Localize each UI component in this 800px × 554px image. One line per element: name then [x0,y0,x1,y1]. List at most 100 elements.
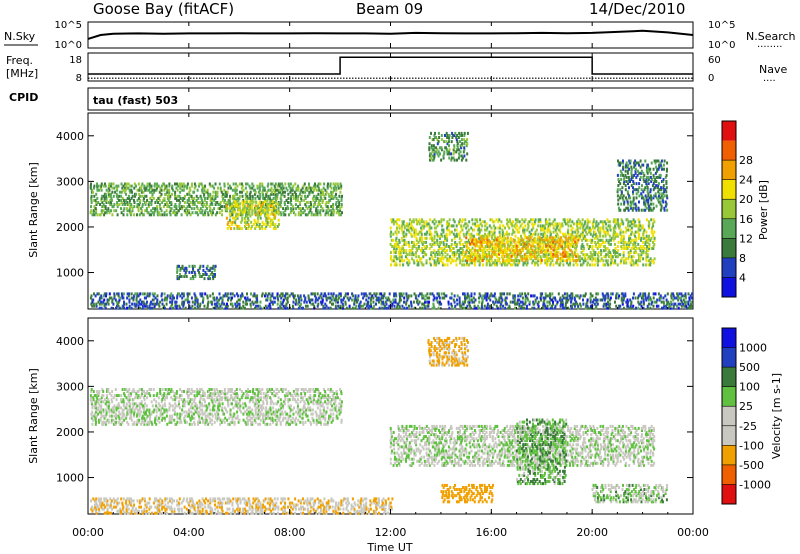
power-cells-cell [116,188,119,192]
power-cells-cell [448,224,451,228]
power-cells-cell [127,182,130,186]
power-cells-cell [485,261,488,265]
power-cells-cell [436,142,439,146]
power-cells-cell [254,306,256,310]
power-cells-cell [466,304,469,308]
power-cells-cell [647,298,650,302]
power-cells-cell [483,296,486,300]
power-cells-cell [446,238,449,242]
power-cells-cell [625,163,628,167]
power-cells-cell [688,296,691,300]
colorbar-tick-label: 4 [739,271,746,284]
power-cells-cell [410,232,413,236]
power-cells-cell [265,222,268,226]
power-cells-cell [169,306,172,310]
power-cells-cell [610,259,613,263]
power-cells-cell [249,214,252,218]
power-cells-cell [627,224,629,228]
power-cells-cell [433,240,436,244]
power-cells-cell [399,253,402,257]
power-cells-cell [249,302,252,306]
power-cells-cell [513,294,516,298]
power-cells-cell [417,232,420,236]
power-cells-cell [425,253,428,257]
power-cells-cell [566,230,569,234]
power-cells-cell [420,234,423,238]
power-cells-cell [509,238,512,242]
power-cells-cell [581,218,584,222]
power-cells-cell [130,188,133,192]
power-cells-cell [639,292,642,296]
power-cells-cell [599,220,602,224]
power-cells-cell [431,158,434,162]
power-cells-cell [309,209,312,213]
power-cells-cell [517,294,520,298]
power-cells-cell [114,298,117,302]
power-cells-cell [309,190,312,194]
power-cells-cell [527,224,530,228]
power-cells-cell [459,218,461,222]
power-cells-cell [633,240,636,244]
power-cells-cell [303,294,306,298]
power-cells-cell [286,306,289,310]
power-cells-cell [111,186,114,190]
power-cells-cell [185,268,188,272]
power-cells-cell [220,302,223,306]
power-cells-cell [100,186,102,190]
power-cells-cell [521,300,524,304]
power-cells-cell [521,238,524,242]
cpid-text: tau (fast) 503 [93,94,178,107]
power-cells-cell [188,304,191,308]
noise-right-label: N.Search [746,30,796,43]
power-cells-cell [679,296,682,300]
power-cells-cell [299,294,302,298]
power-cells-cell [436,152,439,156]
power-cells-cell [608,220,611,224]
power-cells-cell [373,292,376,296]
power-cells-cell [545,222,548,226]
power-cells-cell [318,201,320,204]
power-cells-cell [329,306,332,310]
power-cells-cell [643,247,646,250]
power-cells-cell [391,259,394,263]
power-cells-cell [324,188,327,192]
power-cells-cell [112,302,115,306]
power-cells-cell [133,192,136,196]
power-cells-cell [466,255,469,259]
power-cells-cell [662,306,665,310]
power-cells-cell [514,263,517,267]
power-cells-cell [499,234,502,238]
power-cells-cell [607,220,610,224]
velocity-cells-cell [90,416,93,420]
power-cells-cell [542,254,545,258]
power-cells-cell [257,190,260,194]
power-cells-cell [166,294,169,298]
power-cells-cell [95,201,98,204]
power-cells-cell [632,180,635,183]
power-cells-cell [540,257,543,261]
power-cells-cell [452,148,455,152]
power-cells-cell [208,275,211,278]
power-cells-cell [612,226,615,230]
power-cells-cell [392,218,395,222]
power-cells-cell [90,182,92,186]
power-cells-cell [463,255,466,259]
power-cells-cell [407,224,410,228]
power-cells-cell [523,242,526,246]
power-cells-cell [357,294,360,298]
power-cells-cell [242,188,245,192]
power-cells-cell [561,294,564,298]
power-cells-cell [551,306,554,310]
power-cells-cell [613,218,616,222]
power-cells-cell [125,182,128,186]
power-cells-cell [324,192,327,196]
power-cells-cell [178,277,180,281]
power-cells-cell [637,296,639,300]
power-cells-cell [586,263,589,267]
power-cells-cell [490,263,493,267]
power-cells-cell [545,294,548,298]
power-cells-cell [547,240,550,244]
power-cells-cell [579,222,582,226]
power-cells-cell [241,208,244,212]
power-cells-cell [426,224,429,228]
